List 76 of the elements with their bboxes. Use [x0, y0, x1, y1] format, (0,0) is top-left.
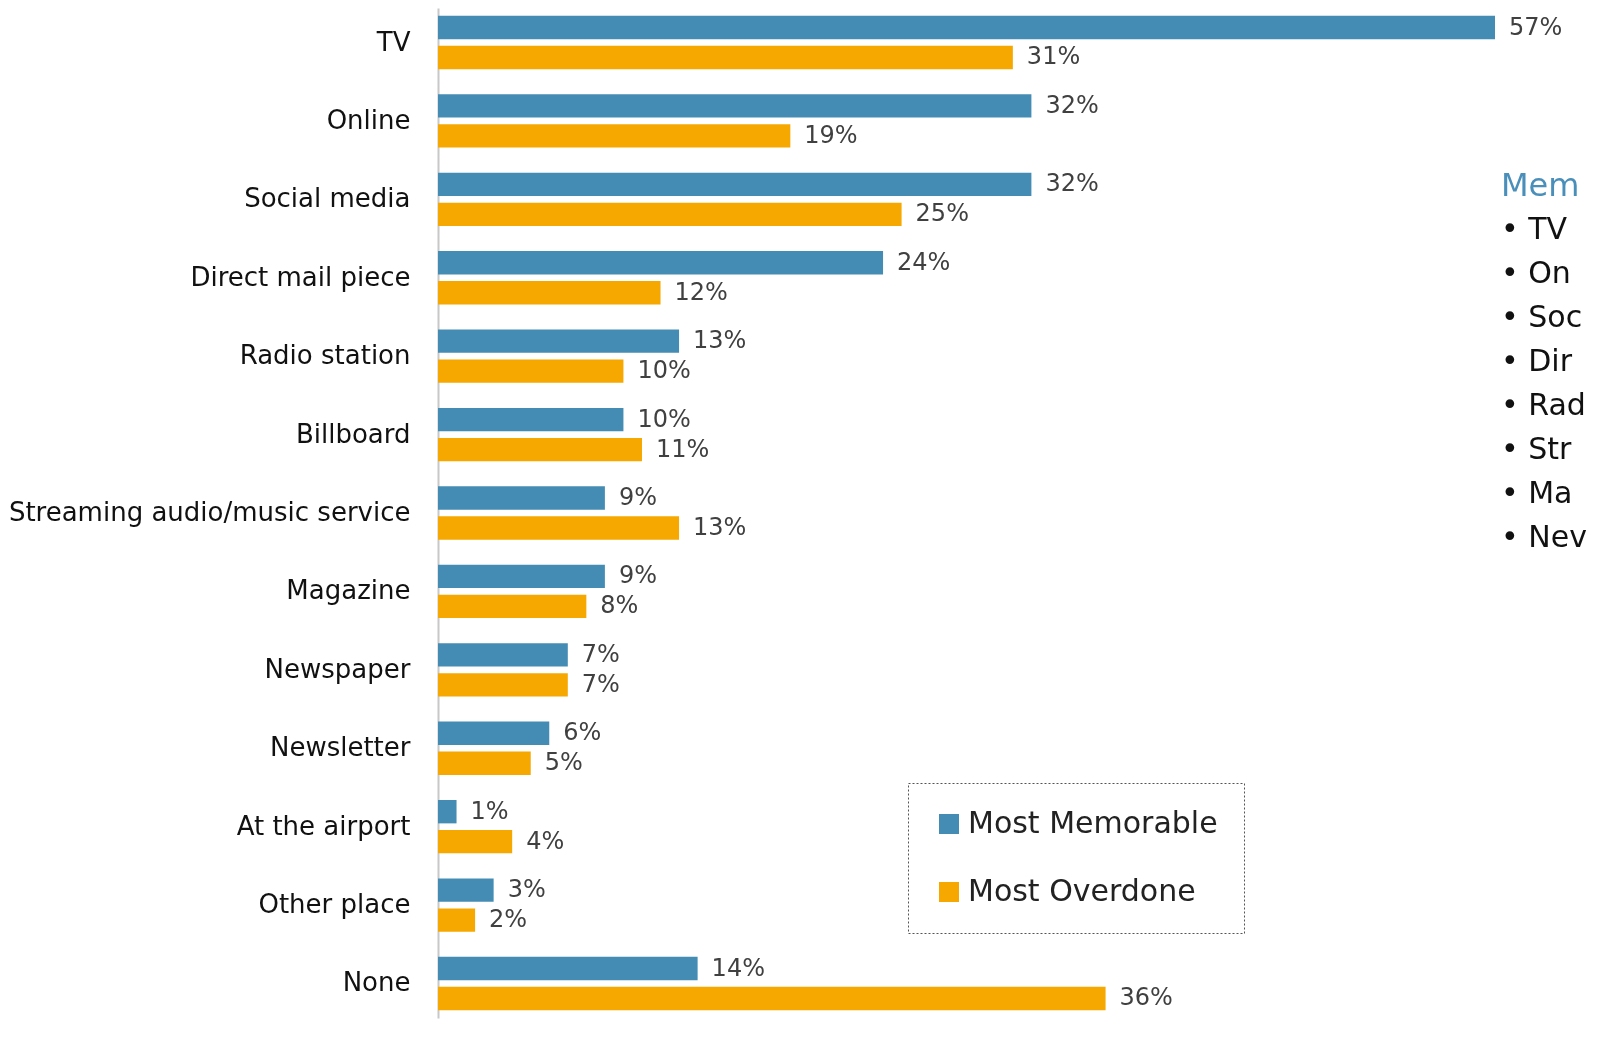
- data-label: 3%: [507, 875, 546, 904]
- text: • Ma: [1501, 475, 1573, 510]
- y-tick-label: Newspaper: [264, 653, 411, 684]
- y-tick-label: Magazine: [286, 575, 411, 606]
- data-label: 32%: [1045, 90, 1099, 119]
- y-tick-label: TV: [375, 26, 411, 57]
- bar: [438, 516, 680, 540]
- data-label: 25%: [915, 199, 969, 228]
- text: • Soc: [1501, 299, 1583, 334]
- bar: [438, 751, 531, 775]
- data-label: 13%: [693, 512, 747, 541]
- data-label: 11%: [655, 434, 710, 463]
- data-label: 9%: [618, 483, 657, 512]
- y-tick-label: Radio station: [239, 340, 411, 371]
- data-label: 7%: [581, 639, 620, 668]
- bar: [438, 878, 494, 902]
- bar: [438, 437, 642, 462]
- legend-label: Most Memorable: [968, 805, 1218, 840]
- bar: [438, 15, 1495, 40]
- bar: [438, 359, 624, 383]
- data-label: 7%: [581, 669, 620, 698]
- y-tick-label: None: [342, 967, 411, 998]
- bar: [438, 202, 902, 226]
- data-label: 8%: [600, 591, 639, 620]
- bar: [438, 643, 568, 667]
- y-tick-label: Billboard: [295, 418, 411, 449]
- data-label: 14%: [711, 953, 765, 982]
- bar: [438, 281, 661, 305]
- text: • On: [1501, 255, 1571, 290]
- data-label: 2%: [489, 905, 528, 934]
- data-label: 13%: [693, 326, 747, 355]
- data-label: 10%: [637, 404, 691, 433]
- text: Mem: [1501, 166, 1580, 204]
- bar: [438, 800, 457, 824]
- bar: [438, 956, 698, 981]
- bar: [438, 94, 1032, 118]
- bar: [438, 486, 605, 510]
- data-label: 57%: [1509, 12, 1563, 41]
- text: • Nev: [1501, 519, 1587, 554]
- data-label: 24%: [897, 247, 951, 276]
- y-tick-label: Social media: [244, 183, 411, 214]
- data-label: 32%: [1045, 169, 1099, 198]
- bar: [438, 829, 513, 854]
- data-label: 10%: [637, 356, 691, 385]
- bar: [438, 251, 884, 275]
- y-tick-label: Other place: [258, 889, 411, 920]
- data-label: 9%: [618, 561, 657, 590]
- bar: [438, 329, 680, 353]
- legend-label: Most Overdone: [968, 873, 1196, 908]
- bar: [438, 986, 1106, 1011]
- data-label: 4%: [526, 826, 565, 855]
- y-tick-label: At the airport: [236, 810, 411, 841]
- bar: [438, 45, 1013, 70]
- data-label: 1%: [470, 796, 509, 825]
- y-tick-label: Streaming audio/music service: [8, 497, 411, 527]
- y-tick-label: Newsletter: [269, 732, 411, 763]
- data-label: 5%: [544, 748, 583, 777]
- bar: [438, 124, 791, 148]
- bar: [438, 673, 568, 697]
- data-label: 19%: [804, 120, 858, 149]
- data-label: 12%: [674, 277, 728, 306]
- bar: [438, 407, 624, 432]
- y-tick-label: Online: [326, 104, 411, 135]
- data-label: 31%: [1026, 42, 1081, 71]
- bar: [438, 594, 587, 619]
- text: • Str: [1501, 431, 1573, 466]
- text: • Rad: [1501, 387, 1586, 422]
- y-tick-label: Direct mail piece: [190, 261, 411, 292]
- data-label: 6%: [563, 718, 602, 747]
- text: • TV: [1501, 211, 1568, 246]
- bar: [438, 564, 605, 589]
- data-label: 36%: [1119, 983, 1173, 1012]
- text: • Dir: [1501, 343, 1573, 378]
- bar: [438, 908, 476, 932]
- bar: [438, 721, 550, 745]
- bar: [438, 172, 1032, 197]
